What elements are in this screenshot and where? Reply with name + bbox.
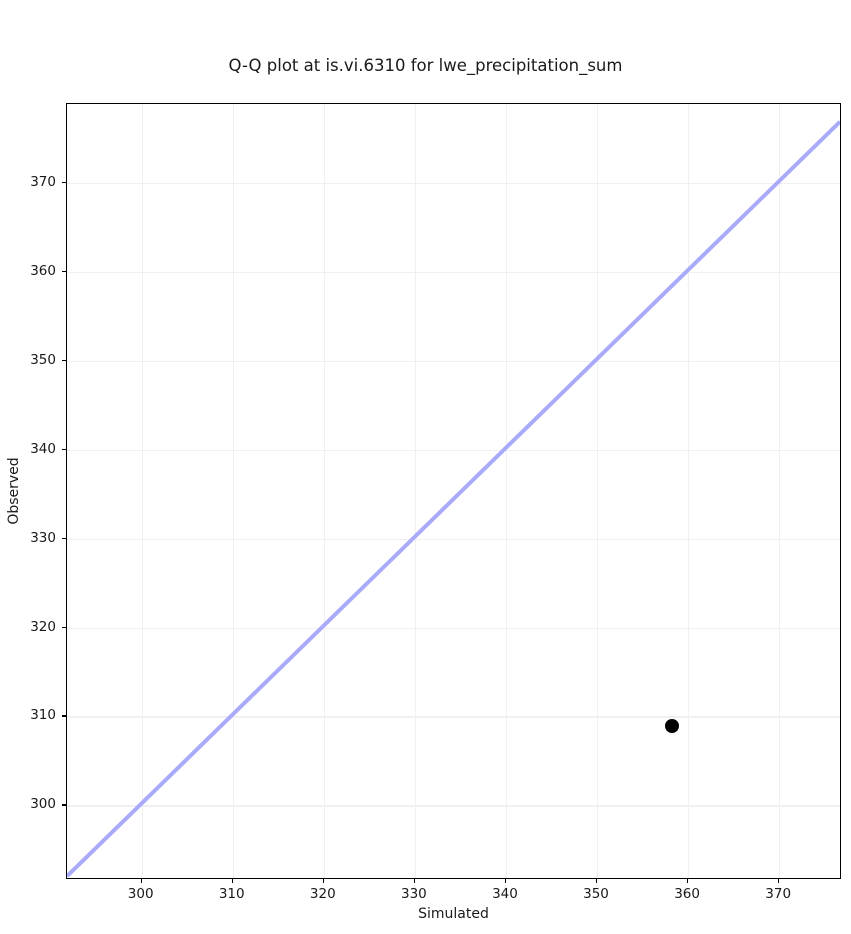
y-tick-mark	[62, 359, 66, 362]
y-tick-mark	[62, 804, 66, 806]
gridline-horizontal	[67, 183, 840, 185]
x-tick-label: 350	[583, 886, 609, 902]
x-tick-mark	[322, 879, 325, 883]
y-tick-label: 360	[30, 263, 56, 279]
gridline-horizontal	[67, 272, 840, 274]
x-axis-label: Simulated	[418, 906, 489, 922]
x-tick-mark	[596, 879, 598, 883]
x-tick-label: 360	[674, 886, 700, 902]
gridline-vertical	[779, 104, 781, 878]
chart-title-line-1: Q-Q plot at is.vi.6310 for lwe_precipita…	[228, 56, 623, 75]
y-tick-label: 310	[30, 707, 56, 724]
gridline-horizontal	[67, 360, 840, 363]
x-tick-label: 310	[218, 886, 245, 902]
x-tick-mark	[140, 879, 142, 883]
y-tick-label: 370	[30, 174, 56, 191]
y-tick-label: 300	[30, 796, 56, 813]
plot-area	[66, 103, 841, 879]
y-tick-mark	[62, 448, 66, 451]
x-tick-mark	[687, 879, 689, 883]
x-tick-mark	[413, 879, 416, 883]
y-tick-label: 340	[30, 440, 56, 457]
y-axis-label: Observed	[6, 457, 22, 525]
gridline-vertical	[141, 104, 143, 878]
y-tick-mark	[62, 182, 66, 184]
gridline-horizontal	[67, 805, 840, 807]
x-tick-mark	[231, 879, 234, 883]
gridline-vertical	[232, 104, 235, 878]
reference-line	[67, 104, 840, 878]
gridline-vertical	[688, 104, 690, 878]
x-tick-mark	[778, 879, 780, 883]
y-tick-label: 350	[30, 351, 56, 368]
one-to-one-line	[67, 122, 840, 876]
y-tick-label: 320	[30, 618, 56, 635]
gridline-horizontal	[67, 538, 840, 540]
gridline-vertical	[414, 104, 417, 878]
x-tick-label: 300	[127, 886, 154, 902]
x-tick-label: 330	[400, 886, 427, 902]
gridline-horizontal	[67, 449, 840, 452]
gridline-vertical	[597, 104, 599, 878]
gridline-vertical	[323, 104, 326, 878]
y-tick-mark	[62, 537, 66, 539]
x-tick-label: 340	[492, 886, 518, 902]
y-tick-mark	[62, 626, 66, 628]
gridline-horizontal	[67, 716, 840, 718]
x-tick-label: 370	[765, 886, 792, 902]
y-tick-label: 330	[30, 529, 56, 546]
y-tick-mark	[62, 715, 66, 717]
y-tick-mark	[62, 271, 66, 273]
x-tick-mark	[504, 879, 507, 883]
gridline-vertical	[505, 104, 508, 878]
gridline-horizontal	[67, 627, 840, 629]
data-point	[664, 719, 679, 734]
x-tick-label: 320	[309, 886, 336, 902]
